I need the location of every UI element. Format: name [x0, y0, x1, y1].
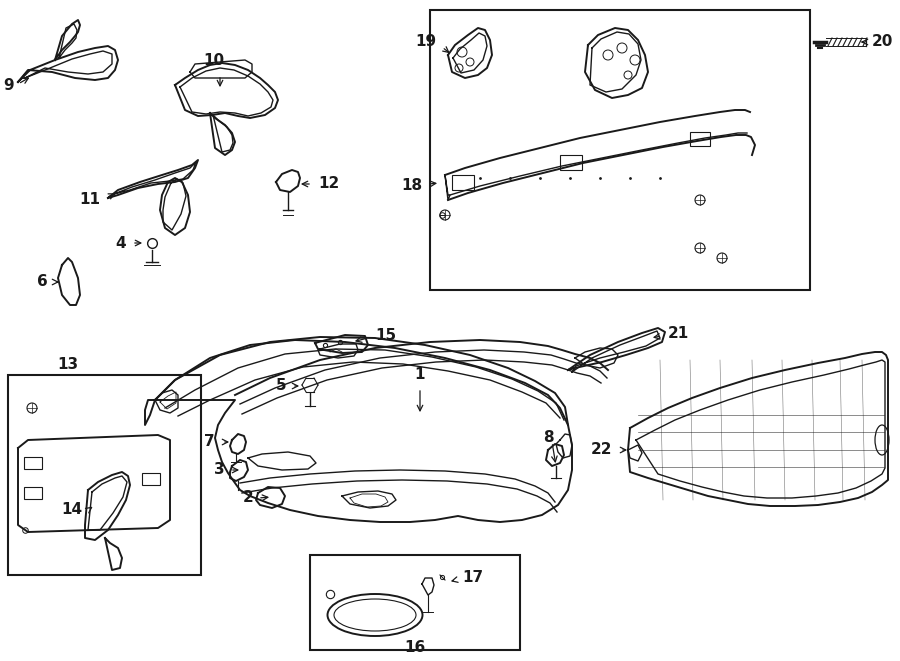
Bar [142, 473, 160, 485]
Bar [8, 375, 201, 575]
Bar [310, 555, 520, 650]
Text: 15: 15 [375, 329, 396, 344]
Text: 2: 2 [242, 490, 253, 506]
Text: 14: 14 [61, 502, 82, 518]
Text: 9: 9 [4, 77, 14, 93]
Text: 18: 18 [400, 178, 422, 192]
Text: 12: 12 [318, 176, 339, 190]
Text: 11: 11 [79, 192, 100, 208]
Text: 20: 20 [872, 34, 894, 50]
Text: 17: 17 [462, 570, 483, 586]
Text: 1: 1 [415, 367, 425, 382]
Text: 13: 13 [58, 357, 78, 372]
Bar [452, 175, 474, 190]
Text: 7: 7 [204, 434, 215, 449]
Bar [430, 10, 810, 290]
Text: 10: 10 [203, 53, 225, 68]
Bar [24, 457, 42, 469]
Text: 21: 21 [668, 327, 689, 342]
Text: 22: 22 [590, 442, 612, 457]
Bar [690, 132, 710, 146]
Text: 8: 8 [543, 430, 553, 445]
Bar [560, 155, 582, 170]
Text: 6: 6 [37, 274, 48, 290]
Text: 4: 4 [115, 235, 126, 251]
Text: 3: 3 [214, 463, 225, 477]
Text: 19: 19 [415, 34, 436, 50]
Text: 16: 16 [404, 640, 426, 655]
Bar [24, 487, 42, 499]
Text: 5: 5 [275, 379, 286, 393]
